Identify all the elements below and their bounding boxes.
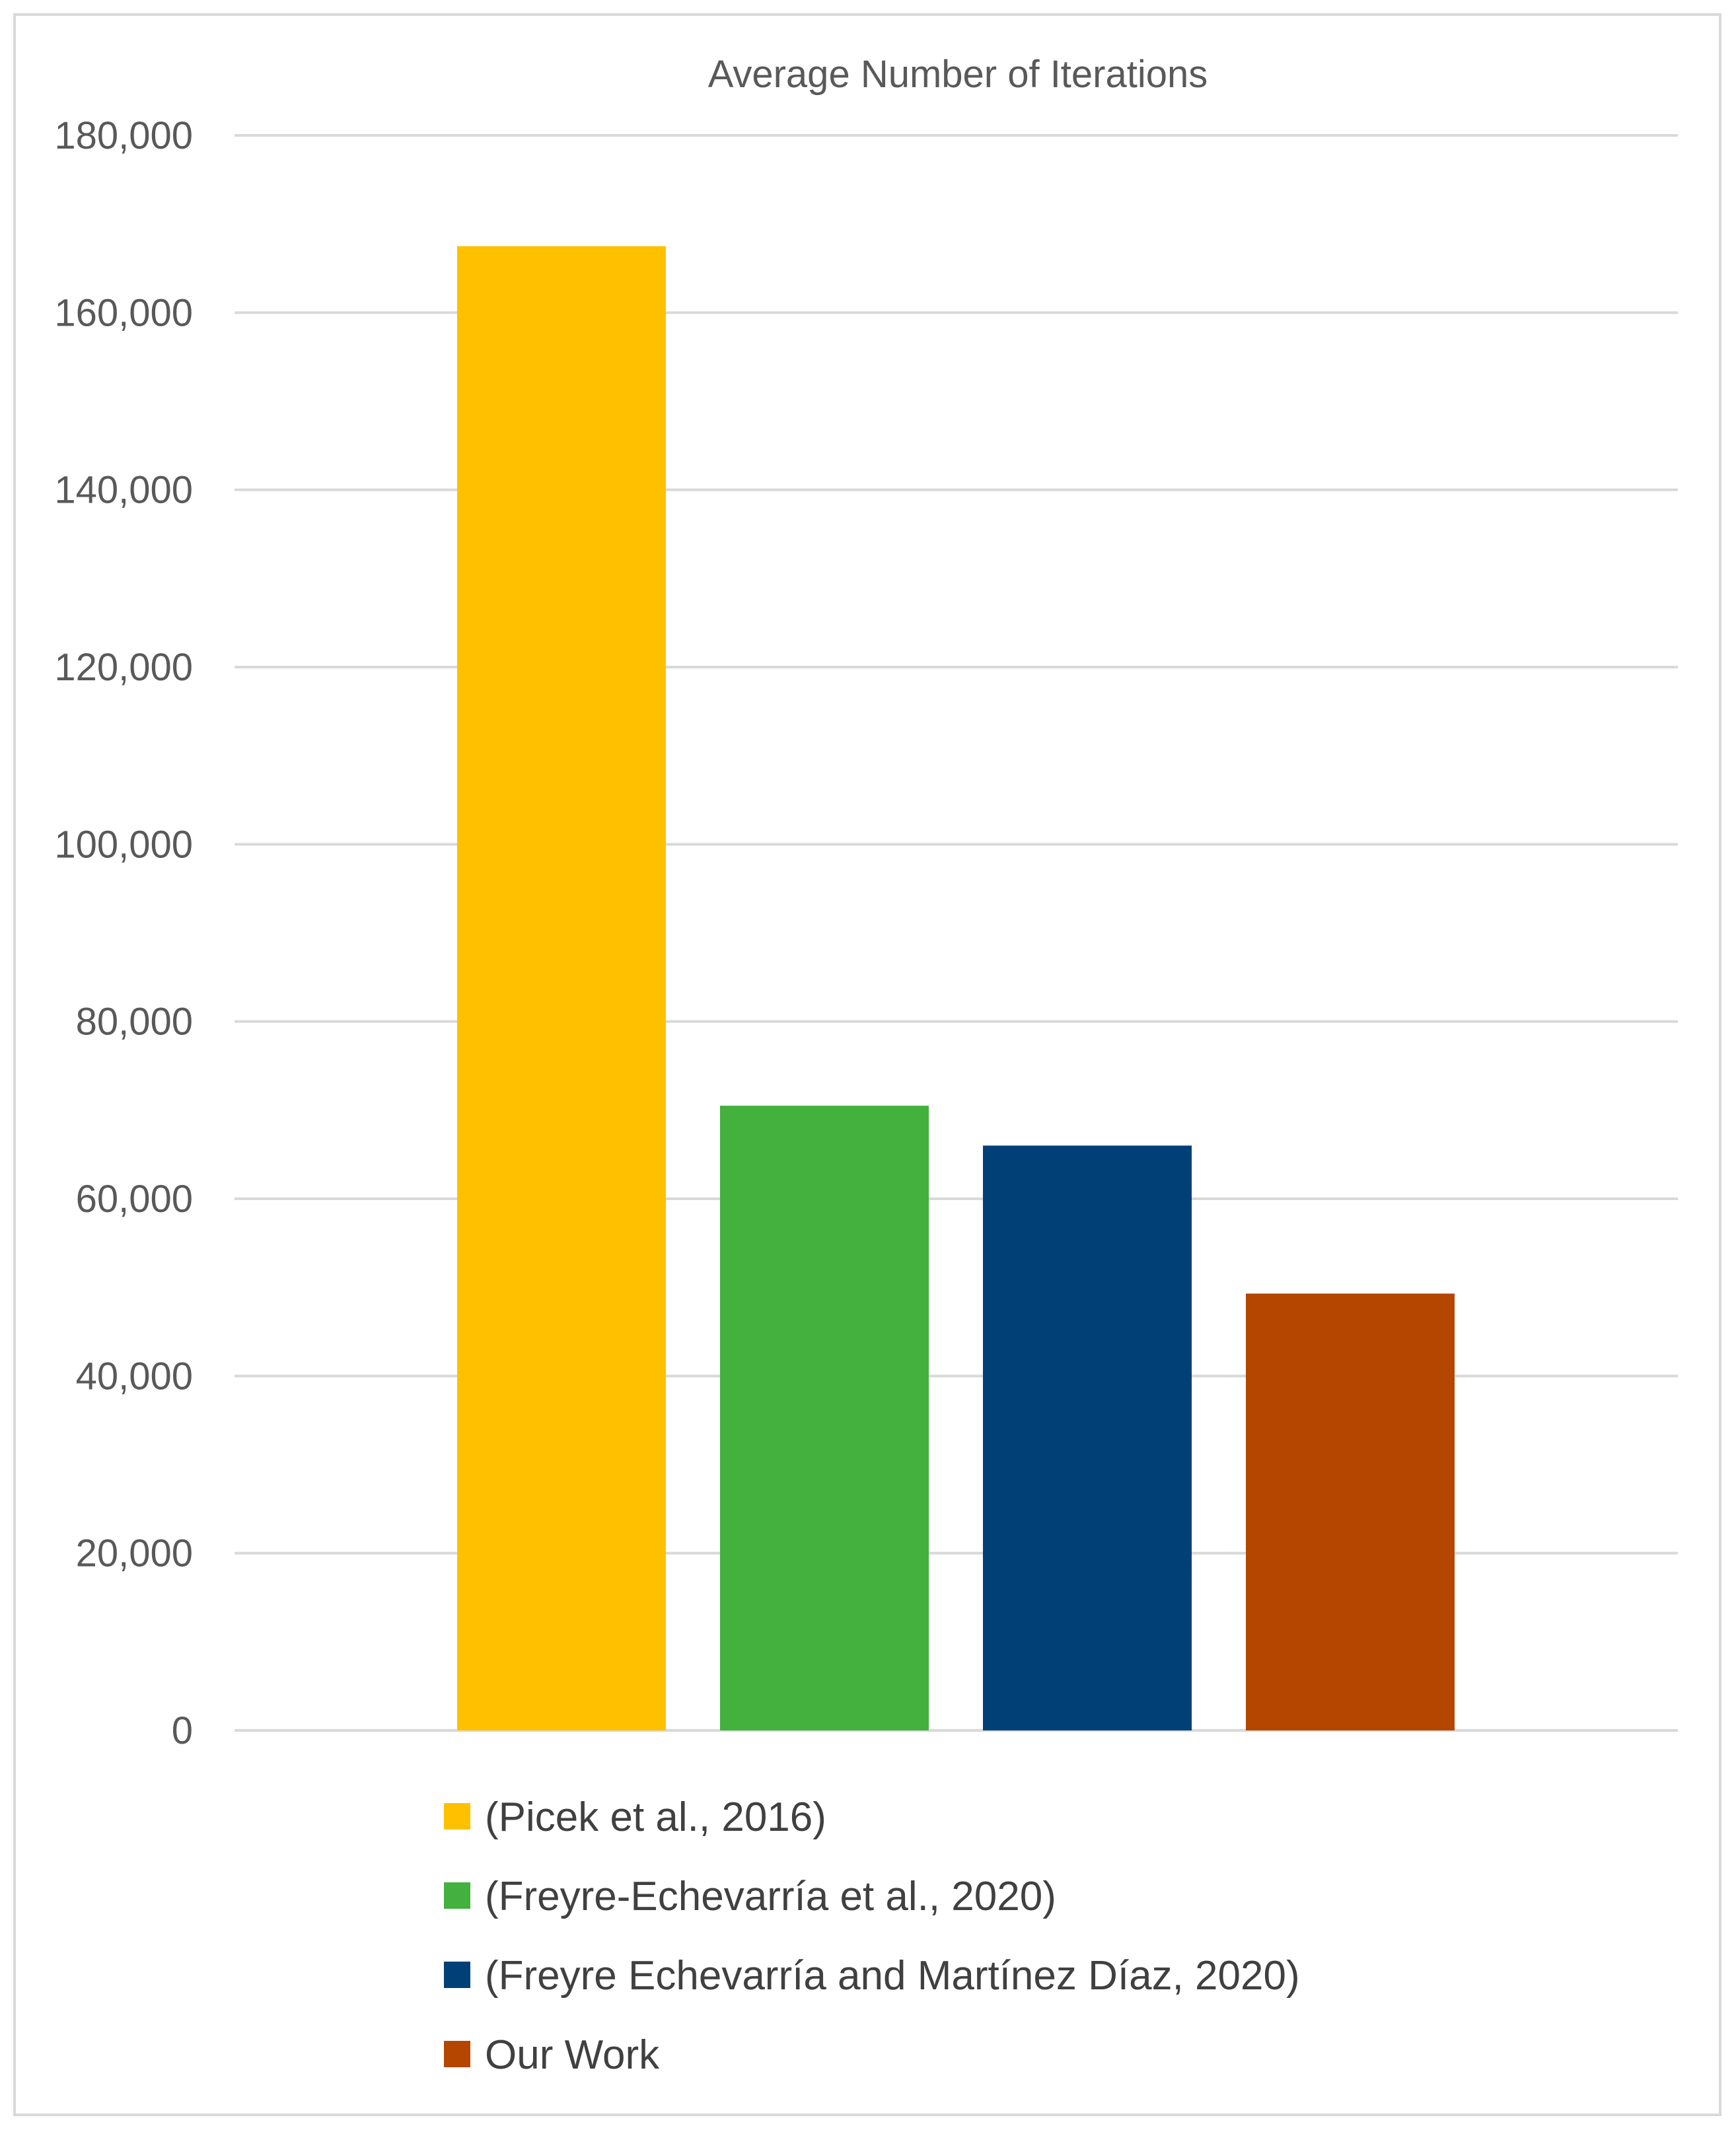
legend-item: Our Work: [444, 2032, 660, 2078]
legend-label: Our Work: [485, 2032, 660, 2078]
legend-label: (Freyre-Echevarría et al., 2020): [485, 1874, 1056, 1919]
bar: [1246, 1293, 1455, 1730]
legend-label: (Picek et al., 2016): [485, 1794, 826, 1840]
y-tick-label: 80,000: [76, 1001, 193, 1044]
legend-label: (Freyre Echevarría and Martínez Díaz, 20…: [485, 1953, 1300, 1999]
y-axis-ticks: 0 20,000 40,000 60,000 80,000 100,000 120,000 1…: [54, 114, 193, 1752]
y-tick-label: 20,000: [76, 1532, 193, 1575]
legend-item: (Freyre Echevarría and Martínez Díaz, 20…: [444, 1953, 1300, 1999]
y-tick-label: 100,000: [54, 823, 193, 866]
legend-swatch: [444, 1882, 470, 1909]
bar: [720, 1106, 929, 1730]
y-tick-label: 160,000: [54, 291, 193, 334]
bar: [983, 1145, 1192, 1730]
y-tick-label: 60,000: [76, 1178, 193, 1221]
y-tick-label: 0: [172, 1709, 193, 1752]
y-tick-label: 40,000: [76, 1355, 193, 1398]
legend-swatch: [444, 1803, 470, 1830]
y-tick-label: 180,000: [54, 114, 193, 157]
legend-item: (Freyre-Echevarría et al., 2020): [444, 1874, 1056, 1919]
chart-frame: [13, 13, 1721, 2116]
legend-item: (Picek et al., 2016): [444, 1794, 826, 1840]
legend-swatch: [444, 2041, 470, 2067]
bar: [457, 246, 666, 1731]
bars: [457, 246, 1455, 1731]
y-tick-label: 140,000: [54, 469, 193, 512]
chart-title: Average Number of Iterations: [708, 53, 1208, 96]
y-tick-label: 120,000: [54, 646, 193, 689]
gridlines: [235, 134, 1678, 1732]
legend: (Picek et al., 2016) (Freyre-Echevarría e…: [444, 1794, 1300, 2078]
legend-swatch: [444, 1962, 470, 1988]
